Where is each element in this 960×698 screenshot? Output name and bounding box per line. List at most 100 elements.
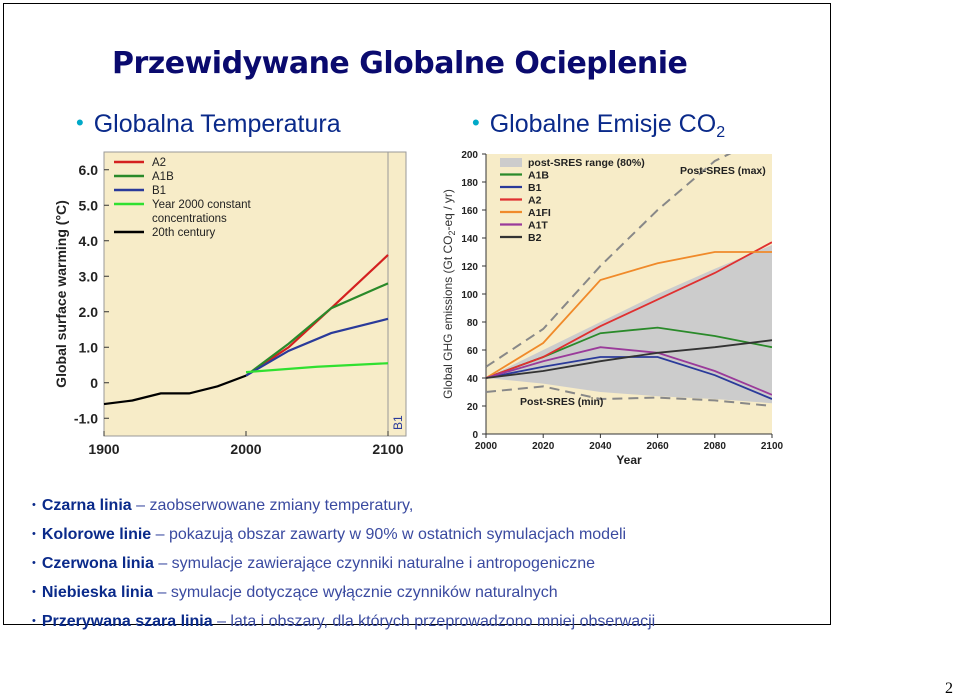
y-tick-label: 20 [467,402,479,413]
bullet-lead: Kolorowe linie [41,526,152,543]
series-line-a1fi [486,251,772,379]
subtitle-right-text: Globalne Emisje CO [489,110,717,138]
legend-entry-20th-century: 20th century [114,227,216,239]
bullet-lead: Czerwona linia [41,555,154,572]
side-label: B1 [391,415,405,430]
y-tick-label: 3.0 [79,268,99,284]
x-tick-label: 2100 [372,441,403,457]
bullet-item: • Czerwona linia – symulacje zawierające … [32,552,655,581]
y-tick-label: 200 [461,150,478,161]
legend-entry-a1b: A1B [114,171,174,183]
legend-entry-year-2000-constant-concentrations: Year 2000 constant concentrations [114,199,251,225]
y-tick-label: 120 [461,262,478,273]
bullet-icon: • [32,586,36,598]
y-tick-label: -1.0 [74,410,98,426]
y-axis-label: Global GHG emissions (Gt CO2-eq / yr) [441,189,457,399]
x-tick-label: 2080 [704,441,727,452]
bullet-item: • Niebieska linia – symulacje dotyczące w… [32,581,655,610]
series-line-year-2000-constant-concentrations [245,362,389,374]
page-number: 2 [945,680,953,697]
bullet-icon: • [32,615,36,627]
y-axis-label-sub: 2 [447,230,457,235]
y-axis-label-tail: -eq / yr) [441,189,455,230]
slide: Przewidywane Globalne Ocieplenie • Global… [3,3,831,630]
bullet-icon: • [32,499,36,511]
legend-label: 20th century [152,227,216,239]
subtitle-right-subscript: 2 [716,124,726,141]
subtitle-left: • Globalna Temperatura [76,110,341,139]
legend-entry-b1: B1 [500,182,542,194]
legend-entry-a2: A2 [500,195,542,207]
x-tick-label: 2000 [230,441,261,457]
bullet-lead: Czarna linia [41,497,132,514]
legend-label: B1 [152,185,166,197]
series-line-b1 [245,317,389,377]
legend-entry-a1t: A1T [500,220,548,232]
y-tick-label: 6.0 [79,162,99,178]
legend-label: post-SRES range (80%) [528,157,645,169]
side-panel [387,151,407,437]
x-tick-label: 2020 [532,441,555,452]
legend-entry-a1fi: A1FI [500,207,551,219]
y-tick-label: 1.0 [79,339,99,355]
series-line-a2 [245,254,389,377]
y-tick-label: 100 [461,290,478,301]
y-tick-label: 180 [461,178,478,189]
legend-entry-a1b: A1B [500,170,549,182]
bullet-item: • Czarna linia – zaobserwowane zmiany tem… [32,494,655,523]
x-tick-label: 2000 [475,441,498,452]
y-tick-label: 80 [467,318,479,329]
y-tick-label: 40 [467,374,479,385]
series-line-a1b [245,282,389,377]
bullet-icon: • [32,528,36,540]
annotation-min: Post-SRES (min) [520,396,603,408]
y-tick-label: 0 [90,375,98,391]
y-tick-label: 2.0 [79,304,99,320]
bullet-text: – pokazują obszar zawarty w 90% w ostatn… [151,526,627,543]
plot-area [103,151,389,437]
bullet-item: • Przerywana szara linia – lata i obszary… [32,610,655,639]
y-tick-label: 4.0 [79,233,99,249]
bullet-text: – zaobserwowane zmiany temperatury, [131,497,414,514]
slide-title: Przewidywane Globalne Ocieplenie [112,46,688,81]
subtitle-right: • Globalne Emisje CO2 [472,110,725,142]
y-tick-label: 60 [467,346,479,357]
legend-label: concentrations [152,213,227,225]
bullet-item: • Kolorowe linie – pokazują obszar zawart… [32,523,655,552]
legend-label: A1B [528,170,549,182]
series-line-a1t [486,346,772,396]
bullet-text: – lata i obszary, dla których przeprowad… [212,613,656,630]
legend-label: A2 [528,195,542,207]
temperature-chart: B1 6.0 5.0 4.0 3.0 2.0 1.0 0 -1.0 1900 2000 2100 Glo… [53,151,407,457]
y-tick-label: 140 [461,234,478,245]
bullet-icon: • [76,110,84,135]
bullet-text: – symulacje dotyczące wyłącznie czynnikó… [153,584,558,601]
legend-label: B1 [528,182,542,194]
bullet-lead: Przerywana szara linia [41,613,213,630]
x-axis-label: Year [616,453,642,467]
legend-label: A2 [152,157,166,169]
series-line-20th-century [103,374,247,406]
y-tick-label: 160 [461,206,478,217]
bullet-text: – symulacje zawierające czynniki natural… [153,555,596,572]
x-tick-label: 1900 [88,441,119,457]
subtitle-left-text: Globalna Temperatura [93,110,341,138]
x-tick-label: 2040 [589,441,612,452]
legend-entry-range-band: post-SRES range (80%) [500,157,645,169]
legend-label: B2 [528,232,542,244]
legend-entry-a2: A2 [114,157,166,169]
y-axis-label-main: Global GHG emissions (Gt CO [441,235,455,398]
series-line-a2 [486,241,772,379]
legend-label: A1FI [528,207,551,219]
legend-label: Year 2000 constant [152,199,251,211]
series-line-b2 [486,339,772,379]
bullet-lead: Niebieska linia [41,584,154,601]
bullet-icon: • [472,110,480,135]
annotation-max: Post-SRES (max) [680,165,766,177]
series-line-post-sres-max [486,154,732,368]
y-tick-label: 0 [472,430,478,441]
y-tick-label: 5.0 [79,197,99,213]
bullet-icon: • [32,557,36,569]
y-axis-label: Global surface warming (°C) [53,200,69,388]
